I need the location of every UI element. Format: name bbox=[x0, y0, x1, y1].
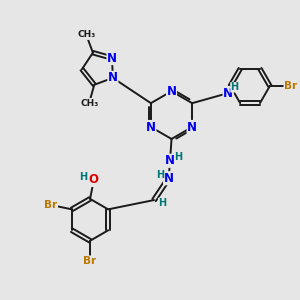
Text: N: N bbox=[107, 52, 117, 64]
Text: Br: Br bbox=[83, 256, 97, 266]
Text: CH₃: CH₃ bbox=[80, 98, 98, 107]
Text: N: N bbox=[146, 121, 156, 134]
Text: N: N bbox=[165, 154, 175, 167]
Text: N: N bbox=[187, 121, 197, 134]
Text: H: H bbox=[80, 172, 88, 182]
Text: Br: Br bbox=[44, 200, 58, 210]
Text: N: N bbox=[108, 71, 118, 84]
Text: N: N bbox=[223, 87, 233, 100]
Text: H: H bbox=[158, 198, 166, 208]
Text: H: H bbox=[174, 152, 182, 162]
Text: H: H bbox=[156, 170, 164, 180]
Text: N: N bbox=[164, 172, 174, 185]
Text: O: O bbox=[88, 173, 98, 187]
Text: CH₃: CH₃ bbox=[77, 31, 95, 40]
Text: Br: Br bbox=[284, 81, 297, 91]
Text: H: H bbox=[230, 82, 238, 92]
Text: N: N bbox=[167, 85, 176, 98]
